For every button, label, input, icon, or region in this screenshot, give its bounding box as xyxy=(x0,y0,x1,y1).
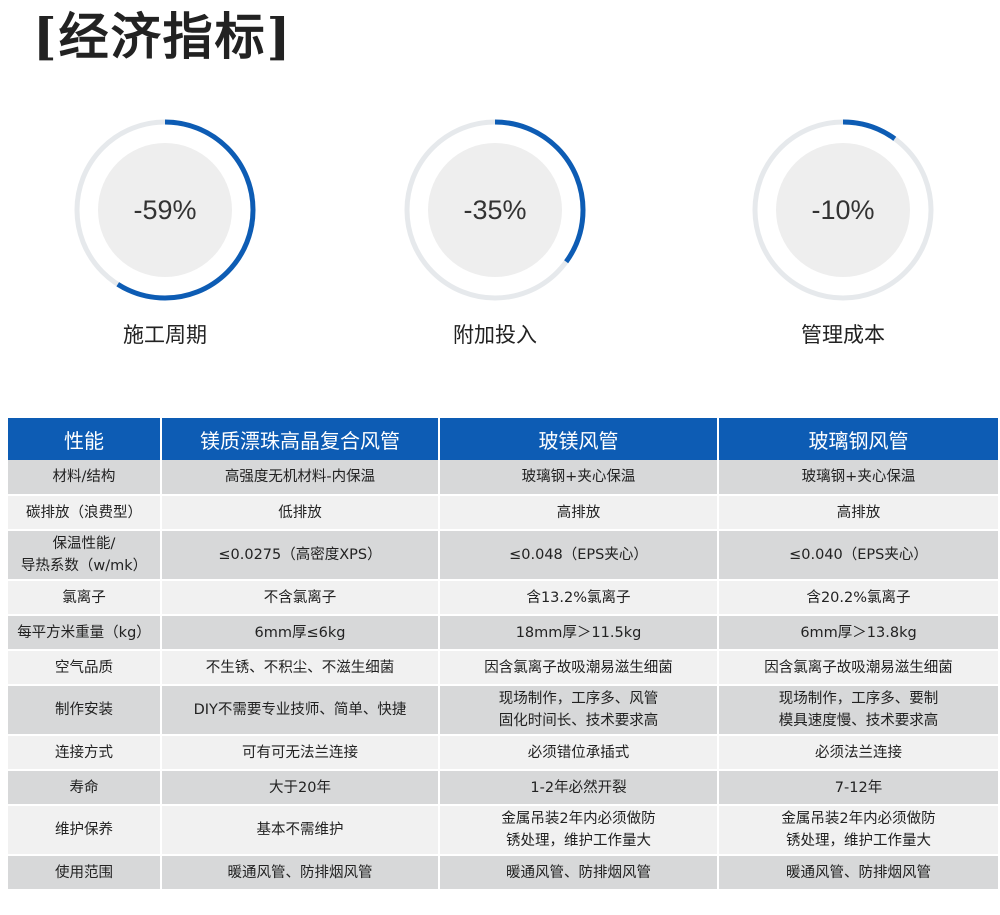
table-row: 保温性能/ 导热系数（w/mk） ≤0.0275（高密度XPS） ≤0.048（… xyxy=(8,530,998,581)
table-cell: 必须错位承插式 xyxy=(439,735,719,771)
table-cell: 不含氯离子 xyxy=(161,580,440,616)
table-row: 每平方米重量（kg） 6mm厚≤6kg 18mm厚＞11.5kg 6mm厚＞13… xyxy=(8,615,998,651)
ring-chart xyxy=(752,119,934,301)
table-cell: 含13.2%氯离子 xyxy=(439,580,719,616)
metric-value: -35% xyxy=(463,194,527,225)
row-label: 制作安装 xyxy=(8,685,162,736)
metric-management-cost: -10% 管理成本 xyxy=(748,115,948,347)
metric-label: 附加投入 xyxy=(453,323,537,347)
table-row: 连接方式 可有可无法兰连接 必须错位承插式 必须法兰连接 xyxy=(8,735,998,771)
ring-chart xyxy=(404,119,586,301)
header-performance: 性能 xyxy=(8,418,162,460)
table-row: 碳排放（浪费型） 低排放 高排放 高排放 xyxy=(8,495,998,531)
table-cell: 可有可无法兰连接 xyxy=(161,735,440,771)
table-cell: ≤0.048（EPS夹心） xyxy=(439,530,719,581)
table-cell: 必须法兰连接 xyxy=(718,735,998,771)
table-cell: 高排放 xyxy=(439,495,719,531)
table-cell: 7-12年 xyxy=(718,770,998,806)
row-label: 每平方米重量（kg） xyxy=(8,615,162,651)
table-cell: 低排放 xyxy=(161,495,440,531)
table-cell: 暖通风管、防排烟风管 xyxy=(718,855,998,891)
ring-chart xyxy=(74,119,256,301)
table-cell: ≤0.040（EPS夹心） xyxy=(718,530,998,581)
table-row: 寿命 大于20年 1-2年必然开裂 7-12年 xyxy=(8,770,998,806)
row-label: 氯离子 xyxy=(8,580,162,616)
metric-label: 管理成本 xyxy=(801,323,885,347)
table-cell: 现场制作，工序多、风管 固化时间长、技术要求高 xyxy=(439,685,719,736)
ring-progress-arc xyxy=(752,119,934,301)
row-label: 使用范围 xyxy=(8,855,162,891)
table-cell: 高排放 xyxy=(718,495,998,531)
table-cell: 暖通风管、防排烟风管 xyxy=(439,855,719,891)
table-cell: 因含氯离子故吸潮易滋生细菌 xyxy=(718,650,998,686)
metric-value: -10% xyxy=(811,194,875,225)
row-label: 碳排放（浪费型） xyxy=(8,495,162,531)
table-cell: 金属吊装2年内必须做防 锈处理，维护工作量大 xyxy=(718,805,998,856)
row-label: 寿命 xyxy=(8,770,162,806)
metric-value: -59% xyxy=(133,194,197,225)
table-cell: 高强度无机材料-内保温 xyxy=(161,460,440,496)
row-label: 保温性能/ 导热系数（w/mk） xyxy=(8,530,162,581)
row-label: 空气品质 xyxy=(8,650,162,686)
table-cell: 大于20年 xyxy=(161,770,440,806)
table-cell: 不生锈、不积尘、不滋生细菌 xyxy=(161,650,440,686)
header-fiberglass-duct: 玻璃钢风管 xyxy=(718,418,998,460)
table-cell: 现场制作，工序多、要制 模具速度慢、技术要求高 xyxy=(718,685,998,736)
row-label: 维护保养 xyxy=(8,805,162,856)
table-cell: 金属吊装2年内必须做防 锈处理，维护工作量大 xyxy=(439,805,719,856)
ring-inner-disc xyxy=(428,143,562,277)
table-row: 材料/结构 高强度无机材料-内保温 玻璃钢+夹心保温 玻璃钢+夹心保温 xyxy=(8,460,998,496)
table-cell: 6mm厚≤6kg xyxy=(161,615,440,651)
row-label: 连接方式 xyxy=(8,735,162,771)
header-glass-magnesium-duct: 玻镁风管 xyxy=(439,418,719,460)
table-cell: 6mm厚＞13.8kg xyxy=(718,615,998,651)
metric-label: 施工周期 xyxy=(123,323,207,347)
metric-construction-period: -59% 施工周期 xyxy=(70,115,270,347)
table-cell: 玻璃钢+夹心保温 xyxy=(439,460,719,496)
comparison-table: 性能 镁质漂珠高晶复合风管 玻镁风管 玻璃钢风管 材料/结构 高强度无机材料-内… xyxy=(8,418,998,891)
table-cell: DIY不需要专业技师、简单、快捷 xyxy=(161,685,440,736)
table-row: 氯离子 不含氯离子 含13.2%氯离子 含20.2%氯离子 xyxy=(8,580,998,616)
ring-progress-arc xyxy=(404,119,586,301)
table-row: 使用范围 暖通风管、防排烟风管 暖通风管、防排烟风管 暖通风管、防排烟风管 xyxy=(8,855,998,891)
ring-inner-disc xyxy=(98,143,232,277)
table-cell: 1-2年必然开裂 xyxy=(439,770,719,806)
ring-progress-arc xyxy=(74,119,256,301)
table-header-row: 性能 镁质漂珠高晶复合风管 玻镁风管 玻璃钢风管 xyxy=(8,418,998,460)
table-cell: 暖通风管、防排烟风管 xyxy=(161,855,440,891)
table-cell: 含20.2%氯离子 xyxy=(718,580,998,616)
table-cell: ≤0.0275（高密度XPS） xyxy=(161,530,440,581)
table-cell: 玻璃钢+夹心保温 xyxy=(718,460,998,496)
page-title: [经济指标] xyxy=(33,7,293,66)
ring-inner-disc xyxy=(776,143,910,277)
table-row: 制作安装 DIY不需要专业技师、简单、快捷 现场制作，工序多、风管 固化时间长、… xyxy=(8,685,998,736)
table-cell: 18mm厚＞11.5kg xyxy=(439,615,719,651)
table-row: 空气品质 不生锈、不积尘、不滋生细菌 因含氯离子故吸潮易滋生细菌 因含氯离子故吸… xyxy=(8,650,998,686)
metric-additional-investment: -35% 附加投入 xyxy=(400,115,600,347)
header-composite-duct: 镁质漂珠高晶复合风管 xyxy=(161,418,440,460)
table-cell: 基本不需维护 xyxy=(161,805,440,856)
table-row: 维护保养 基本不需维护 金属吊装2年内必须做防 锈处理，维护工作量大 金属吊装2… xyxy=(8,805,998,856)
row-label: 材料/结构 xyxy=(8,460,162,496)
table-cell: 因含氯离子故吸潮易滋生细菌 xyxy=(439,650,719,686)
